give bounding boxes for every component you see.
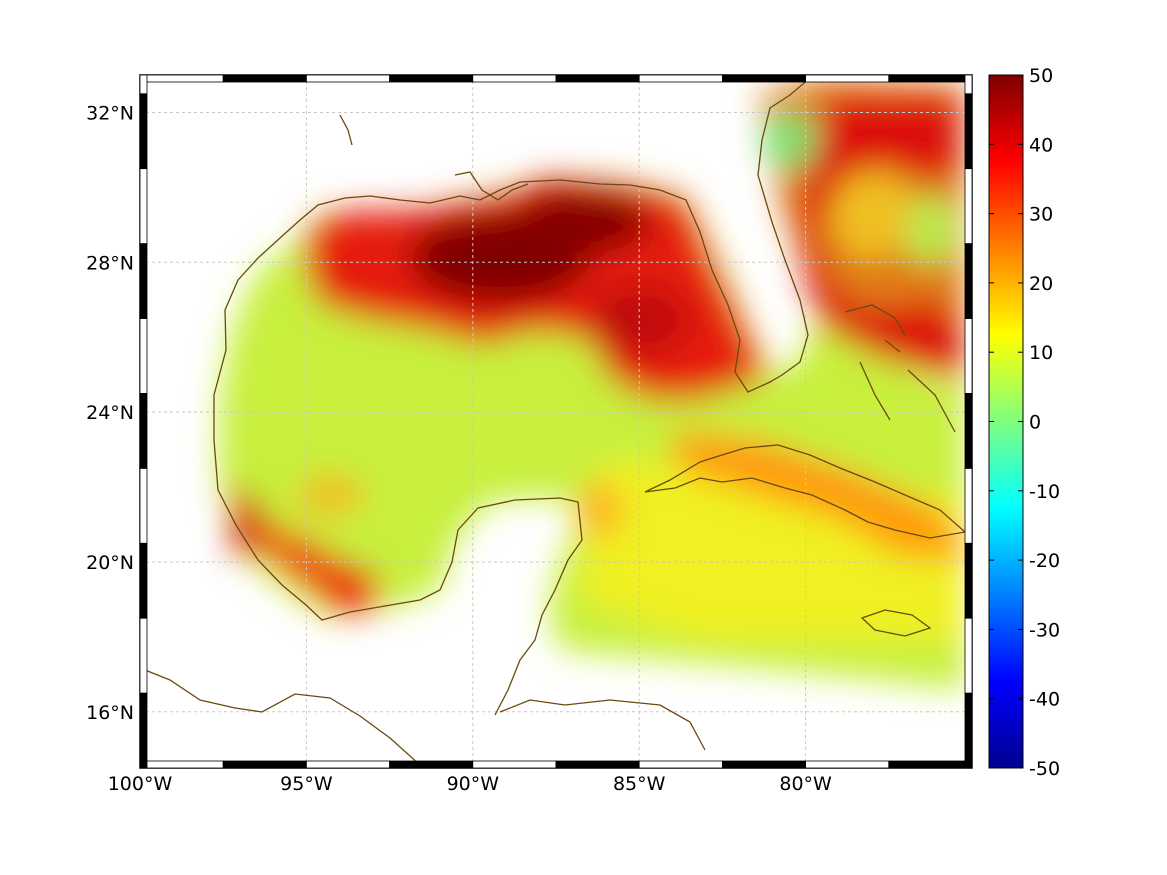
frame-segment-top bbox=[722, 74, 807, 83]
frame-segment-left bbox=[139, 393, 148, 469]
central-america-coastline bbox=[140, 667, 421, 766]
grid-lines bbox=[140, 75, 972, 768]
frame-segment-right bbox=[964, 318, 973, 394]
frame-segment-top bbox=[805, 74, 890, 83]
frame-segment-right bbox=[964, 542, 973, 619]
frame-segment-bottom bbox=[722, 760, 807, 769]
lon-label-0: 100°W bbox=[108, 773, 173, 795]
frame-segment-top bbox=[555, 74, 640, 83]
frame-segment-left bbox=[139, 617, 148, 694]
lon-label-1: 95°W bbox=[280, 773, 333, 795]
coastlines bbox=[140, 77, 967, 766]
frame-segment-left bbox=[139, 318, 148, 394]
colorbar-label-9: -40 bbox=[1029, 689, 1060, 711]
frame-segment-bottom bbox=[638, 760, 723, 769]
lat-label-0: 16°N bbox=[86, 702, 134, 724]
frame-segment-right bbox=[964, 393, 973, 469]
colorbar-label-1: 40 bbox=[1029, 134, 1053, 156]
colorbar-label-4: 10 bbox=[1029, 342, 1053, 364]
frame-segment-bottom bbox=[472, 760, 557, 769]
frame-segment-bottom bbox=[222, 760, 307, 769]
jamaica-island bbox=[860, 609, 932, 637]
lon-label-3: 85°W bbox=[613, 773, 666, 795]
lat-label-1: 20°N bbox=[86, 552, 134, 574]
longitude-labels: 100°W 95°W 90°W 85°W 80°W bbox=[108, 773, 832, 795]
lat-label-4: 32°N bbox=[86, 102, 134, 124]
frame-segment-bottom bbox=[805, 760, 890, 769]
latitude-labels: 16°N 20°N 24°N 28°N 32°N bbox=[86, 102, 134, 723]
frame-segment-top bbox=[472, 74, 557, 83]
louisiana-marsh bbox=[339, 114, 529, 201]
frame-segment-bottom bbox=[139, 760, 224, 769]
frame-segment-top bbox=[305, 74, 390, 83]
frame-segment-top bbox=[222, 74, 307, 83]
colorbar bbox=[988, 74, 1024, 769]
colorbar-ticks: 50 40 30 20 10 0 -10 -20 -30 -40 -50 bbox=[989, 65, 1060, 780]
frame-segment-left bbox=[139, 243, 148, 319]
frame-segment-top bbox=[638, 74, 723, 83]
colorbar-label-6: -10 bbox=[1029, 481, 1060, 503]
lat-label-2: 24°N bbox=[86, 402, 134, 424]
colorbar-label-3: 20 bbox=[1029, 273, 1053, 295]
bahamas-islands bbox=[844, 304, 956, 433]
frame-segment-top bbox=[888, 74, 973, 83]
frame-segment-left bbox=[139, 74, 148, 95]
honduras-coastline bbox=[499, 699, 706, 751]
lat-label-3: 28°N bbox=[86, 252, 134, 274]
frame-segment-right bbox=[964, 467, 973, 544]
frame-segment-left bbox=[139, 467, 148, 544]
frame-segment-left bbox=[139, 542, 148, 619]
colorbar-label-5: 0 bbox=[1029, 412, 1041, 434]
frame-segment-left bbox=[139, 168, 148, 244]
lon-label-2: 90°W bbox=[447, 773, 500, 795]
frame-segment-left bbox=[139, 692, 148, 769]
frame-segment-right bbox=[964, 74, 973, 95]
lon-label-4: 80°W bbox=[779, 773, 832, 795]
frame-segment-bottom bbox=[389, 760, 474, 769]
frame-segment-bottom bbox=[555, 760, 640, 769]
frame-segment-left bbox=[139, 93, 148, 170]
colorbar-label-2: 30 bbox=[1029, 204, 1053, 226]
frame-segment-right bbox=[964, 692, 973, 769]
frame-segment-top bbox=[139, 74, 224, 83]
frame-segment-top bbox=[389, 74, 474, 83]
frame-segment-right bbox=[964, 243, 973, 319]
colorbar-label-10: -50 bbox=[1029, 758, 1060, 780]
frame-segment-right bbox=[964, 168, 973, 244]
frame-segment-right bbox=[964, 93, 973, 170]
colorbar-label-8: -30 bbox=[1029, 619, 1060, 641]
colorbar-label-0: 50 bbox=[1029, 65, 1053, 87]
frame-border-pattern bbox=[139, 74, 973, 769]
gulf-coastline bbox=[213, 77, 811, 716]
frame-segment-bottom bbox=[305, 760, 390, 769]
colorbar-label-7: -20 bbox=[1029, 550, 1060, 572]
frame-segment-right bbox=[964, 617, 973, 694]
data-field bbox=[218, 78, 965, 690]
frame-segment-bottom bbox=[888, 760, 973, 769]
